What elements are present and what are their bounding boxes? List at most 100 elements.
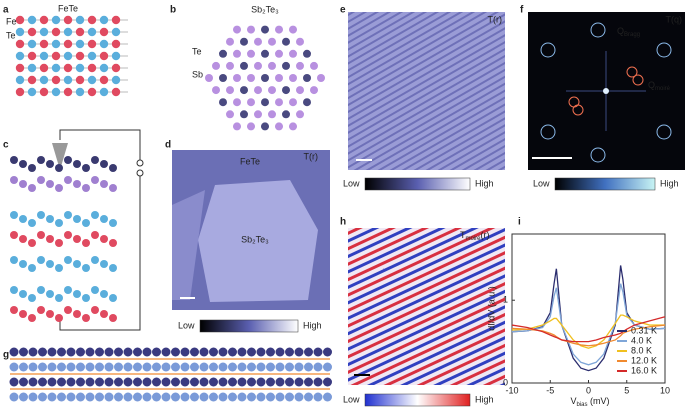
atom bbox=[57, 392, 66, 402]
atom bbox=[82, 314, 90, 322]
atom bbox=[171, 377, 180, 387]
label: High bbox=[475, 394, 494, 404]
atom bbox=[256, 392, 266, 402]
atom bbox=[123, 392, 133, 402]
atom bbox=[111, 15, 121, 25]
atom bbox=[209, 362, 218, 372]
atom bbox=[10, 256, 18, 264]
atom bbox=[95, 392, 104, 402]
atom bbox=[266, 347, 275, 357]
label: QBragg bbox=[617, 26, 640, 37]
atom bbox=[46, 160, 54, 168]
atom bbox=[171, 347, 180, 357]
atom bbox=[9, 377, 19, 387]
atom bbox=[261, 98, 269, 107]
atom bbox=[199, 377, 209, 387]
atom bbox=[171, 362, 180, 372]
atom bbox=[46, 290, 54, 298]
atom bbox=[10, 176, 18, 184]
atom bbox=[99, 51, 109, 61]
atom bbox=[289, 98, 297, 107]
label: Sb₂Te₃ bbox=[251, 4, 279, 14]
atom bbox=[282, 86, 290, 95]
atom bbox=[63, 87, 73, 97]
atom bbox=[55, 184, 63, 192]
atom bbox=[226, 61, 234, 70]
atom bbox=[190, 377, 199, 387]
atom bbox=[247, 377, 256, 387]
atom bbox=[82, 294, 90, 302]
atom bbox=[27, 51, 37, 61]
atom bbox=[46, 260, 54, 268]
atom bbox=[254, 37, 262, 46]
terminal bbox=[136, 159, 144, 167]
bragg-ring bbox=[540, 42, 556, 58]
atom bbox=[152, 392, 161, 402]
atom bbox=[304, 362, 313, 372]
x-tick-label: -5 bbox=[546, 385, 554, 395]
atom bbox=[209, 392, 218, 402]
atom bbox=[19, 377, 28, 387]
atom bbox=[247, 347, 256, 357]
atom bbox=[268, 61, 276, 70]
atom bbox=[285, 392, 294, 402]
atom bbox=[10, 306, 18, 314]
atom bbox=[161, 362, 171, 372]
atom bbox=[275, 122, 283, 131]
atom bbox=[27, 87, 37, 97]
label: Fe bbox=[6, 16, 17, 26]
atom bbox=[85, 377, 95, 387]
label: T(r) bbox=[304, 151, 319, 161]
atom bbox=[39, 15, 49, 25]
atom bbox=[205, 74, 213, 82]
atom bbox=[161, 347, 171, 357]
atom bbox=[51, 63, 61, 73]
atom bbox=[109, 164, 117, 172]
atom bbox=[240, 86, 248, 95]
atom bbox=[19, 347, 28, 357]
atom bbox=[73, 310, 81, 318]
atom bbox=[268, 86, 276, 95]
atom bbox=[15, 51, 25, 61]
atom bbox=[296, 86, 304, 95]
atom bbox=[64, 231, 72, 239]
label: a bbox=[3, 5, 9, 16]
label: Sb₂Te₃ bbox=[241, 234, 269, 244]
atom bbox=[27, 15, 37, 25]
atom bbox=[27, 75, 37, 85]
bragg-ring bbox=[590, 147, 606, 163]
atom bbox=[37, 306, 45, 314]
y-tick-label: 0 bbox=[503, 377, 508, 387]
atom bbox=[57, 377, 66, 387]
label: High bbox=[475, 178, 494, 188]
atom bbox=[289, 25, 297, 34]
atom bbox=[104, 392, 114, 402]
atom bbox=[39, 27, 49, 37]
atom bbox=[82, 239, 90, 247]
atom bbox=[100, 215, 108, 223]
atom bbox=[226, 37, 234, 46]
atom bbox=[237, 362, 247, 372]
atom bbox=[261, 49, 269, 58]
atom bbox=[91, 306, 99, 314]
atom bbox=[171, 392, 180, 402]
atom bbox=[37, 286, 45, 294]
atom bbox=[289, 74, 297, 82]
atom bbox=[38, 347, 47, 357]
label: Low bbox=[343, 394, 360, 404]
atom bbox=[180, 377, 190, 387]
atom bbox=[199, 362, 209, 372]
step bbox=[172, 190, 205, 300]
bragg-ring bbox=[656, 42, 672, 58]
atom bbox=[111, 39, 121, 49]
atom bbox=[275, 49, 283, 58]
atom bbox=[99, 63, 109, 73]
atom bbox=[304, 347, 313, 357]
atom bbox=[142, 362, 152, 372]
atom bbox=[27, 63, 37, 73]
atom bbox=[285, 362, 294, 372]
atom bbox=[28, 184, 36, 192]
atom bbox=[219, 49, 227, 58]
atom bbox=[111, 51, 121, 61]
label: Tmoiré(r) bbox=[460, 230, 490, 241]
